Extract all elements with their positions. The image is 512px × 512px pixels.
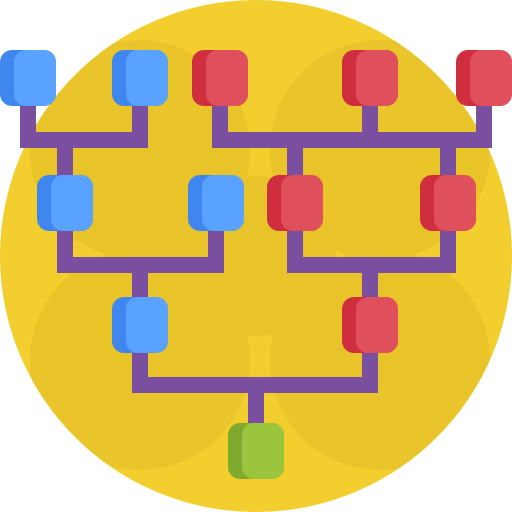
node-face bbox=[14, 50, 56, 106]
node-left-r1-a bbox=[0, 50, 56, 106]
node-left-r1-b bbox=[112, 50, 168, 106]
node-right-r2-b bbox=[420, 175, 476, 231]
connector-left-top-pair bbox=[20, 100, 148, 148]
bracket-connectors bbox=[20, 100, 492, 440]
node-right-r1-c bbox=[456, 50, 512, 106]
node-right-r1-b bbox=[342, 50, 398, 106]
bracket-nodes bbox=[0, 50, 512, 479]
node-face bbox=[206, 50, 248, 106]
node-left-r3 bbox=[112, 297, 168, 353]
node-face bbox=[356, 50, 398, 106]
node-winner bbox=[228, 423, 284, 479]
node-face bbox=[126, 50, 168, 106]
node-face bbox=[126, 297, 168, 353]
node-face bbox=[356, 297, 398, 353]
node-left-r2-a bbox=[37, 175, 93, 231]
node-right-r3 bbox=[342, 297, 398, 353]
node-face bbox=[434, 175, 476, 231]
node-face bbox=[242, 423, 284, 479]
node-left-r2-b bbox=[188, 175, 244, 231]
node-right-r1-a bbox=[192, 50, 248, 106]
node-face bbox=[202, 175, 244, 231]
node-face bbox=[281, 175, 323, 231]
node-face bbox=[51, 175, 93, 231]
node-face bbox=[470, 50, 512, 106]
node-right-r2-a bbox=[267, 175, 323, 231]
pattern-circle bbox=[270, 250, 490, 470]
connector-right-top-row bbox=[212, 100, 492, 148]
